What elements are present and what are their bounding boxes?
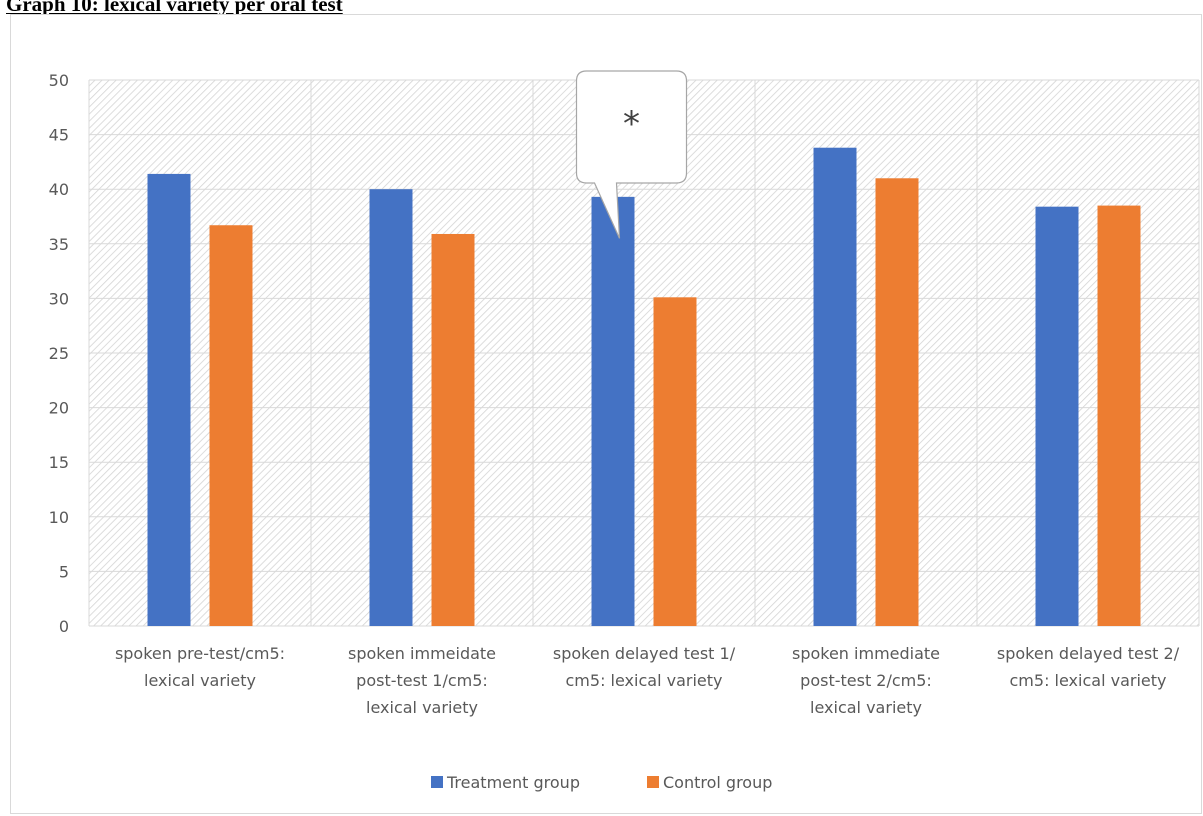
y-tick-label: 40 bbox=[49, 180, 69, 199]
legend-swatch-0 bbox=[431, 776, 443, 788]
x-category-label: spoken immediate bbox=[792, 644, 940, 663]
callout: * bbox=[575, 70, 688, 239]
x-category-label: lexical variety bbox=[366, 698, 478, 717]
bar-treatment-2 bbox=[591, 196, 635, 626]
y-tick-label: 0 bbox=[59, 617, 69, 636]
legend: Treatment group Control group bbox=[431, 773, 772, 792]
bar-control-3 bbox=[875, 178, 919, 626]
legend-label-1: Control group bbox=[663, 773, 772, 792]
x-category-label: spoken delayed test 1/ bbox=[553, 644, 736, 663]
y-tick-label: 25 bbox=[49, 344, 69, 363]
bar-treatment-4 bbox=[1035, 206, 1079, 626]
x-category-label: post-test 1/cm5: bbox=[356, 671, 488, 690]
y-tick-label: 5 bbox=[59, 562, 69, 581]
y-tick-label: 50 bbox=[49, 71, 69, 90]
x-category-label: cm5: lexical variety bbox=[1010, 671, 1167, 690]
legend-label-0: Treatment group bbox=[446, 773, 580, 792]
bar-treatment-3 bbox=[813, 147, 857, 627]
x-category-label: cm5: lexical variety bbox=[566, 671, 723, 690]
y-tick-label: 35 bbox=[49, 235, 69, 254]
x-category-label: lexical variety bbox=[144, 671, 256, 690]
bar-treatment-0 bbox=[147, 173, 191, 627]
x-axis-categories: spoken pre-test/cm5: lexical variety spoke… bbox=[115, 644, 1180, 717]
y-tick-label: 20 bbox=[49, 399, 69, 418]
bar-control-4 bbox=[1097, 205, 1141, 626]
bar-control-2 bbox=[653, 297, 697, 626]
x-category-label: lexical variety bbox=[810, 698, 922, 717]
bar-control-0 bbox=[209, 225, 253, 626]
bar-treatment-1 bbox=[369, 189, 413, 626]
legend-swatch-1 bbox=[647, 776, 659, 788]
callout-bubble bbox=[575, 70, 688, 239]
bar-control-1 bbox=[431, 233, 475, 627]
y-axis-ticks: 0 5 10 15 20 25 30 35 40 45 50 bbox=[49, 71, 69, 636]
document-heading: Graph 10: lexical variety per oral test bbox=[6, 0, 343, 14]
callout-asterisk: * bbox=[623, 104, 640, 144]
y-tick-label: 30 bbox=[49, 289, 69, 308]
x-category-label: spoken immeidate bbox=[348, 644, 496, 663]
y-tick-label: 45 bbox=[49, 126, 69, 145]
y-tick-label: 10 bbox=[49, 508, 69, 527]
y-tick-label: 15 bbox=[49, 453, 69, 472]
bar-chart: 0 5 10 15 20 25 30 35 40 45 50 spoken pre-test/cm5… bbox=[49, 70, 1200, 792]
x-category-label: spoken delayed test 2/ bbox=[997, 644, 1180, 663]
x-category-label: spoken pre-test/cm5: bbox=[115, 644, 285, 663]
chart-frame: 0 5 10 15 20 25 30 35 40 45 50 spoken pre-test/cm5… bbox=[10, 14, 1202, 814]
bars bbox=[147, 147, 1141, 627]
x-category-label: post-test 2/cm5: bbox=[800, 671, 932, 690]
